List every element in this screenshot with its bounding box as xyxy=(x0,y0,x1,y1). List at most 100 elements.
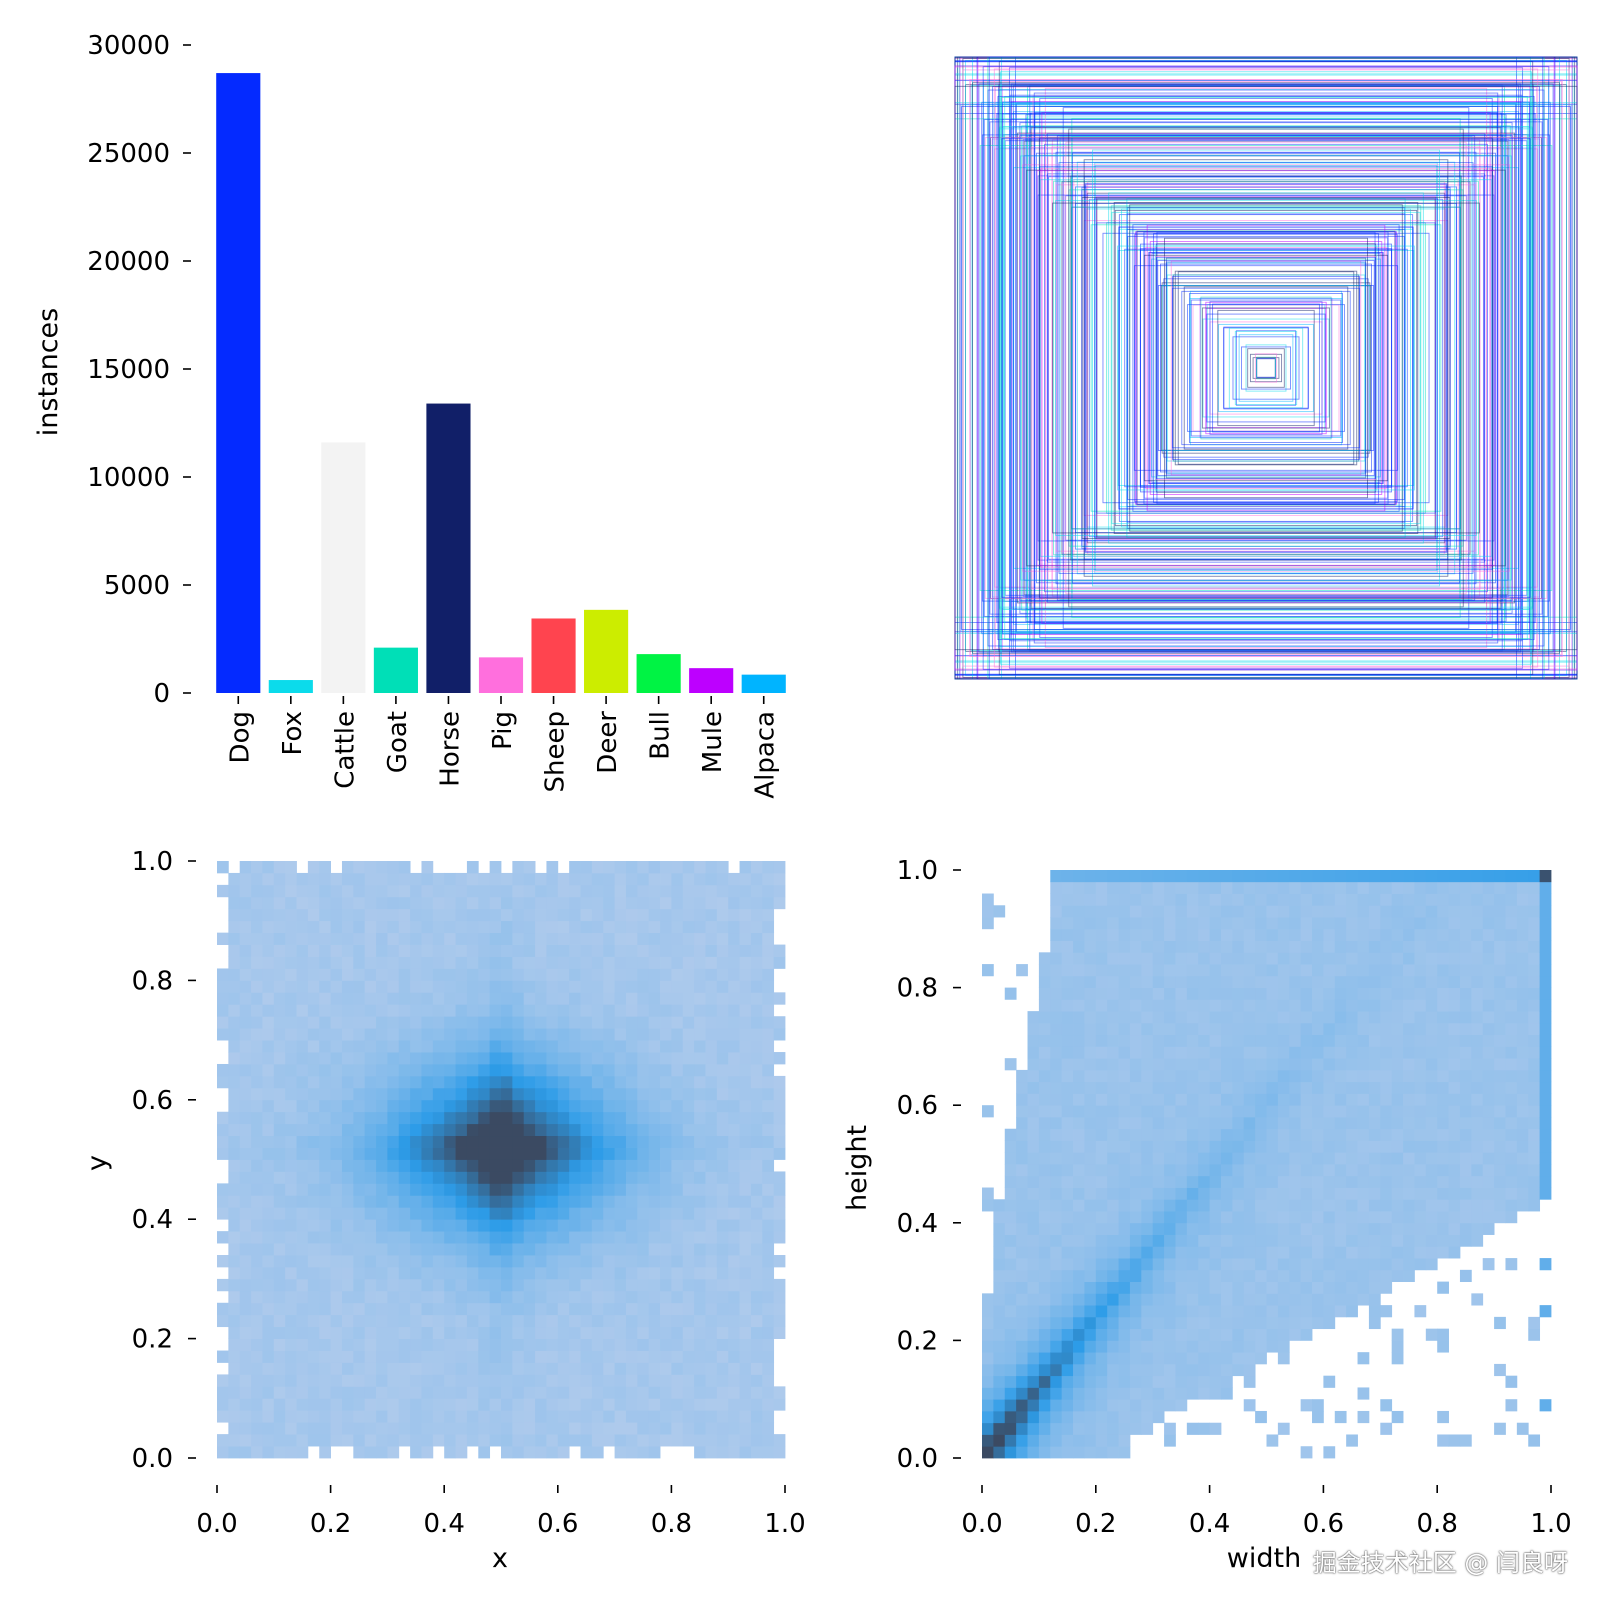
wh-heatmap-cell xyxy=(1129,1305,1142,1318)
xy-heatmap-cell xyxy=(466,920,479,934)
wh-heatmap-cell xyxy=(1061,1352,1074,1365)
wh-heatmap-cell xyxy=(1312,1081,1324,1094)
xy-heatmap-cell xyxy=(239,872,252,886)
wh-heatmap-cell xyxy=(1539,870,1552,883)
xy-heatmap-cell xyxy=(387,1243,400,1256)
wh-heatmap-cell xyxy=(1232,999,1245,1012)
xy-heatmap-cell xyxy=(739,944,752,957)
xy-heatmap-cell xyxy=(535,1052,547,1065)
xy-heatmap-cell xyxy=(421,1290,434,1304)
wh-heatmap-cell xyxy=(1346,870,1358,883)
xy-heatmap-cell xyxy=(773,861,786,874)
xy-heatmap-cell xyxy=(728,1195,740,1208)
xy-heatmap-cell xyxy=(603,884,615,898)
xy-heatmap-cell xyxy=(319,872,331,886)
xy-heatmap-cell xyxy=(614,1075,627,1089)
wh-heatmap-cell xyxy=(1164,1187,1176,1200)
wh-heatmap-cell xyxy=(1141,1116,1154,1130)
xy-heatmap-cell xyxy=(262,1398,275,1411)
wh-heatmap-cell xyxy=(1027,1316,1040,1330)
xy-heatmap-cell xyxy=(410,1171,422,1184)
wh-heatmap-cell xyxy=(1118,1222,1131,1235)
wh-heatmap-cell xyxy=(1516,1058,1529,1071)
xy-heatmap-cell xyxy=(648,1171,661,1184)
xy-heatmap-cell xyxy=(421,920,434,934)
wh-heatmap-cell xyxy=(1118,940,1131,953)
xy-heatmap-cell xyxy=(251,980,263,993)
xy-heatmap-cell xyxy=(625,1231,638,1244)
xy-heatmap-cell xyxy=(273,1052,286,1065)
wh-heatmap-cell xyxy=(1494,1105,1506,1118)
wh-heatmap-cell xyxy=(1516,1187,1529,1200)
wh-heatmap-cell xyxy=(1198,1069,1210,1083)
wh-heatmap-cell xyxy=(1368,987,1381,1000)
wh-heatmap-cell xyxy=(1107,1316,1119,1330)
box-outline xyxy=(1019,133,1513,603)
xy-heatmap-cell xyxy=(410,1195,422,1208)
xy-heatmap-cell xyxy=(251,1087,263,1101)
wh-heatmap-cell xyxy=(1232,1140,1245,1153)
wh-heatmap-cell xyxy=(1323,1175,1336,1188)
wh-heatmap-cell xyxy=(1346,987,1358,1000)
wh-heatmap-cell xyxy=(1346,1069,1358,1083)
wh-heatmap-cell xyxy=(1437,1434,1449,1447)
xy-heatmap-cell xyxy=(512,1314,525,1328)
xy-heatmap-cell xyxy=(285,1195,297,1208)
xy-heatmap-cell xyxy=(501,1219,513,1232)
xy-heatmap-cell xyxy=(398,1075,411,1089)
wh-heatmap-cell xyxy=(1061,1034,1074,1047)
xy-heatmap-cell xyxy=(546,1111,559,1125)
xy-heatmap-cell xyxy=(432,1063,445,1077)
wh-heatmap-cell xyxy=(1334,1246,1347,1259)
xy-heatmap-cell xyxy=(591,992,604,1005)
xy-heatmap-cell xyxy=(273,992,286,1005)
xy-heatmap-cell xyxy=(637,1099,650,1113)
xy-heatmap-cell xyxy=(546,1374,559,1387)
wh-heatmap-cell xyxy=(1164,1211,1176,1224)
wh-heatmap-cell xyxy=(1346,1046,1358,1059)
wh-heatmap-cell xyxy=(1403,905,1415,918)
xy-heatmap-cell xyxy=(762,1278,775,1292)
wh-heatmap-cell xyxy=(1528,1434,1541,1447)
xy-heatmap-cell xyxy=(319,896,331,910)
wh-heatmap-cell xyxy=(1403,1011,1415,1024)
wh-heatmap-cell xyxy=(1050,1434,1063,1447)
xy-heatmap-cell xyxy=(455,1004,468,1017)
xy-heatmap-cell xyxy=(557,872,570,886)
xy-heatmap-cell xyxy=(410,1135,422,1148)
box-outline xyxy=(1232,336,1300,400)
wh-heatmap-cell xyxy=(1118,1399,1131,1412)
xy-heatmap-cell xyxy=(410,1338,422,1351)
box-outline xyxy=(1059,136,1473,600)
wh-heatmap-cell xyxy=(1380,1105,1393,1118)
wh-heatmap-cell xyxy=(1209,1164,1222,1177)
wh-heatmap-cell xyxy=(1061,1140,1074,1153)
xy-heatmap-cell xyxy=(671,1243,684,1256)
xy-heatmap-cell xyxy=(603,920,615,934)
xy-heatmap-cell xyxy=(625,1028,638,1041)
xy-heatmap-cell xyxy=(432,932,445,945)
xy-heatmap-cell xyxy=(410,1028,422,1041)
xy-heatmap-cell xyxy=(660,1374,672,1387)
wh-heatmap-cell xyxy=(1038,1281,1051,1294)
xy-heatmap-cell xyxy=(603,1350,615,1363)
xy-heatmap-cell xyxy=(319,1135,331,1148)
wh-heatmap-cell xyxy=(1232,1199,1245,1212)
wh-heatmap-cell xyxy=(1414,1199,1427,1212)
xy-heatmap-cell xyxy=(251,956,263,969)
wh-heatmap-cell xyxy=(1107,1034,1119,1047)
xy-heatmap-cell xyxy=(432,1350,445,1363)
wh-heatmap-cell xyxy=(1482,1211,1495,1224)
wh-heatmap-cell xyxy=(1073,952,1085,965)
xy-heatmap-cell xyxy=(262,1386,275,1399)
box-outline xyxy=(1092,149,1440,587)
wh-heatmap-cell xyxy=(1141,1058,1154,1071)
xy-heatmap-cell xyxy=(353,1087,366,1101)
box-outline xyxy=(1155,255,1377,481)
xy-heatmap-cell xyxy=(466,1111,479,1125)
wh-heatmap-cell xyxy=(1425,1152,1438,1165)
xy-heatmap-cell xyxy=(546,1028,559,1041)
wh-heatmap-cell xyxy=(1312,1269,1324,1282)
wh-heatmap-cell xyxy=(1175,1187,1188,1200)
wh-heatmap-cell xyxy=(1539,1116,1552,1130)
